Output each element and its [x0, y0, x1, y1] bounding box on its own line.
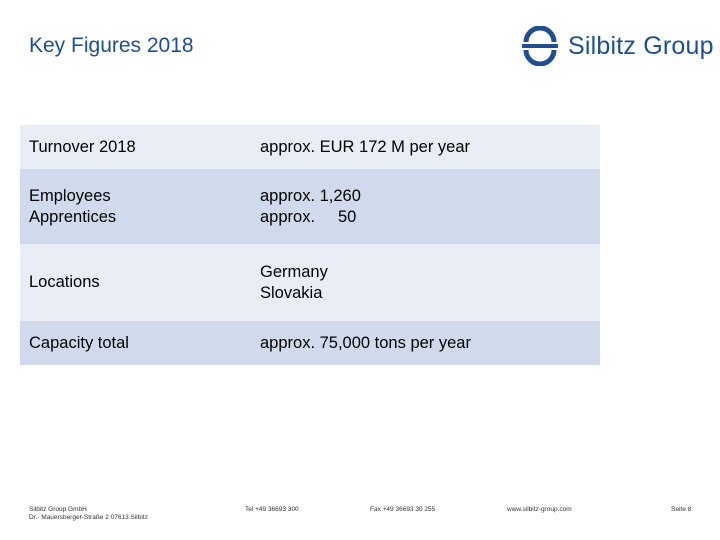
- footer-fax: Fax +49 36693 30 255: [370, 506, 436, 513]
- footer-page-number: Seite 8: [671, 506, 692, 513]
- row-label: Employees Apprentices: [29, 186, 116, 228]
- value-line: approx. 50: [260, 207, 357, 226]
- footer-company-address: Dr.- Mauersberger-Straße 2 07613 Silbitz: [29, 514, 148, 521]
- footer-tel: Tel +49 36693 300: [245, 506, 299, 513]
- label-line: Apprentices: [29, 207, 117, 226]
- slide-title: Key Figures 2018: [29, 34, 194, 57]
- footer-company-name: Silbitz Group GmbH: [29, 506, 87, 513]
- row-value: Germany Slovakia: [260, 262, 328, 304]
- value-line: Germany: [260, 262, 328, 281]
- value-line: Slovakia: [260, 283, 323, 302]
- row-label: Turnover 2018: [29, 137, 136, 156]
- silbitz-logo-icon: [522, 26, 558, 66]
- table-row-locations: Locations Germany Slovakia: [20, 244, 600, 321]
- table-row-capacity: Capacity total approx. 75,000 tons per y…: [20, 321, 600, 365]
- value-line: approx. 1,260: [260, 186, 361, 205]
- key-figures-table: Turnover 2018 approx. EUR 172 M per year…: [20, 125, 600, 365]
- logo-text: Silbitz Group: [568, 31, 714, 60]
- table-row-employees: Employees Apprentices approx. 1,260 appr…: [20, 169, 600, 244]
- row-label: Capacity total: [29, 333, 129, 352]
- table-row-turnover: Turnover 2018 approx. EUR 172 M per year: [20, 125, 600, 169]
- footer-website[interactable]: www.silbitz-group.com: [507, 506, 572, 513]
- company-logo: Silbitz Group: [520, 24, 714, 68]
- label-line: Employees: [29, 186, 111, 205]
- row-value: approx. 1,260 approx. 50: [260, 186, 361, 228]
- row-value: approx. EUR 172 M per year: [260, 137, 471, 156]
- row-label: Locations: [29, 273, 100, 291]
- row-value: approx. 75,000 tons per year: [260, 333, 471, 352]
- footer-company: Silbitz Group GmbH Dr.- Mauersberger-Str…: [29, 506, 148, 522]
- slide-footer: Silbitz Group GmbH Dr.- Mauersberger-Str…: [0, 506, 720, 526]
